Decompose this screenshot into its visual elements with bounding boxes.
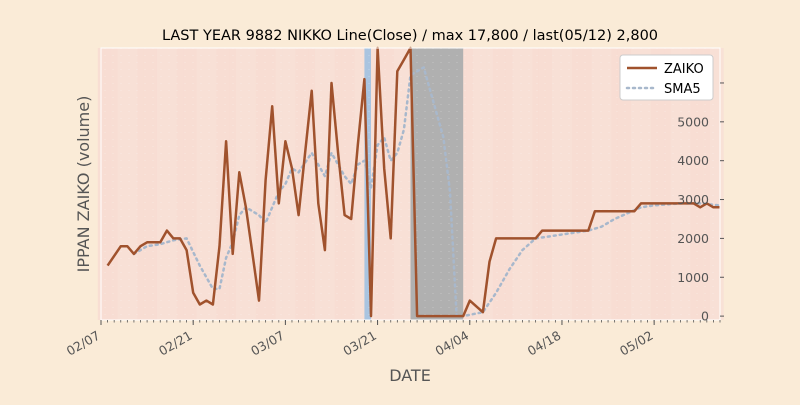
day-band: [512, 48, 520, 320]
day-band: [222, 48, 230, 320]
day-band: [499, 48, 507, 320]
day-band: [677, 48, 685, 320]
day-band: [209, 48, 217, 320]
day-band: [130, 48, 138, 320]
day-band: [295, 48, 303, 320]
day-band: [301, 48, 309, 320]
series-line-zaiko: [106, 46, 720, 318]
day-band: [216, 48, 224, 320]
day-band: [466, 48, 474, 320]
day-band: [578, 48, 586, 320]
day-band: [631, 48, 639, 320]
day-band: [170, 48, 178, 320]
day-band: [486, 48, 494, 320]
chart-title: LAST YEAR 9882 NIKKO Line(Close) / max 1…: [162, 28, 658, 44]
day-band: [538, 48, 546, 320]
day-band: [110, 48, 118, 320]
day-band: [604, 48, 612, 320]
day-band: [328, 48, 336, 320]
day-band: [552, 48, 560, 320]
day-band: [315, 48, 323, 320]
day-band: [505, 48, 514, 320]
day-band: [644, 48, 652, 320]
x-axis-label: DATE: [389, 366, 431, 385]
day-band: [354, 48, 362, 320]
day-band: [347, 48, 356, 320]
day-band: [321, 48, 329, 320]
day-band: [275, 48, 283, 320]
day-band: [156, 48, 165, 320]
legend: ZAIKO SMA5: [619, 54, 714, 101]
day-band: [249, 48, 257, 320]
day-band: [611, 48, 619, 320]
day-band: [617, 48, 626, 320]
day-band: [492, 48, 500, 320]
day-band: [591, 48, 599, 320]
series-line-sma5: [132, 66, 722, 318]
day-band: [374, 48, 382, 320]
legend-box: [619, 54, 714, 101]
day-band: [690, 48, 698, 320]
day-band: [400, 48, 408, 320]
day-band: [459, 48, 467, 320]
day-band: [341, 48, 349, 320]
y-tick-label: 4000: [677, 153, 709, 168]
day-band: [176, 48, 184, 320]
day-band: [598, 48, 606, 320]
day-band: [650, 48, 658, 320]
y-tick-label: 3000: [677, 192, 709, 207]
day-band: [624, 48, 632, 320]
day-band: [571, 48, 579, 320]
day-band: [558, 48, 566, 320]
day-band: [150, 48, 158, 320]
day-band: [670, 48, 678, 320]
day-band: [268, 48, 277, 320]
day-band: [683, 48, 691, 320]
day-band: [479, 48, 487, 320]
legend-label-sma5: SMA5: [664, 82, 701, 97]
day-band: [183, 48, 191, 320]
day-band: [473, 48, 481, 320]
y-tick-label: 0: [701, 309, 709, 324]
day-band: [703, 48, 711, 320]
day-band: [525, 48, 533, 320]
day-band: [288, 48, 296, 320]
day-band: [334, 48, 342, 320]
day-band: [387, 48, 395, 320]
day-band: [143, 48, 151, 320]
day-band: [696, 48, 705, 320]
day-band: [242, 48, 250, 320]
day-band: [189, 48, 197, 320]
y-axis-label: IPPAN ZAIKO (volume): [74, 96, 93, 273]
day-band: [657, 48, 665, 320]
day-band: [545, 48, 553, 320]
y-tick-label: 5000: [677, 114, 709, 129]
y-tick-label: 1000: [677, 270, 709, 285]
day-band: [229, 48, 237, 320]
day-band: [565, 48, 573, 320]
day-band: [196, 48, 204, 320]
day-band: [104, 48, 112, 320]
day-band: [137, 48, 145, 320]
day-band: [124, 48, 132, 320]
y-tick-label: 2000: [677, 231, 709, 246]
day-band: [308, 48, 316, 320]
day-band: [117, 48, 125, 320]
day-band: [255, 48, 263, 320]
day-band: [163, 48, 171, 320]
day-band: [203, 48, 211, 320]
day-band: [710, 48, 718, 320]
day-band: [394, 48, 402, 320]
day-band: [519, 48, 527, 320]
legend-label-zaiko: ZAIKO: [664, 62, 704, 77]
day-band: [585, 48, 593, 320]
series-layer: [106, 46, 722, 318]
day-band: [637, 48, 645, 320]
day-band: [664, 48, 672, 320]
day-band: [532, 48, 540, 320]
